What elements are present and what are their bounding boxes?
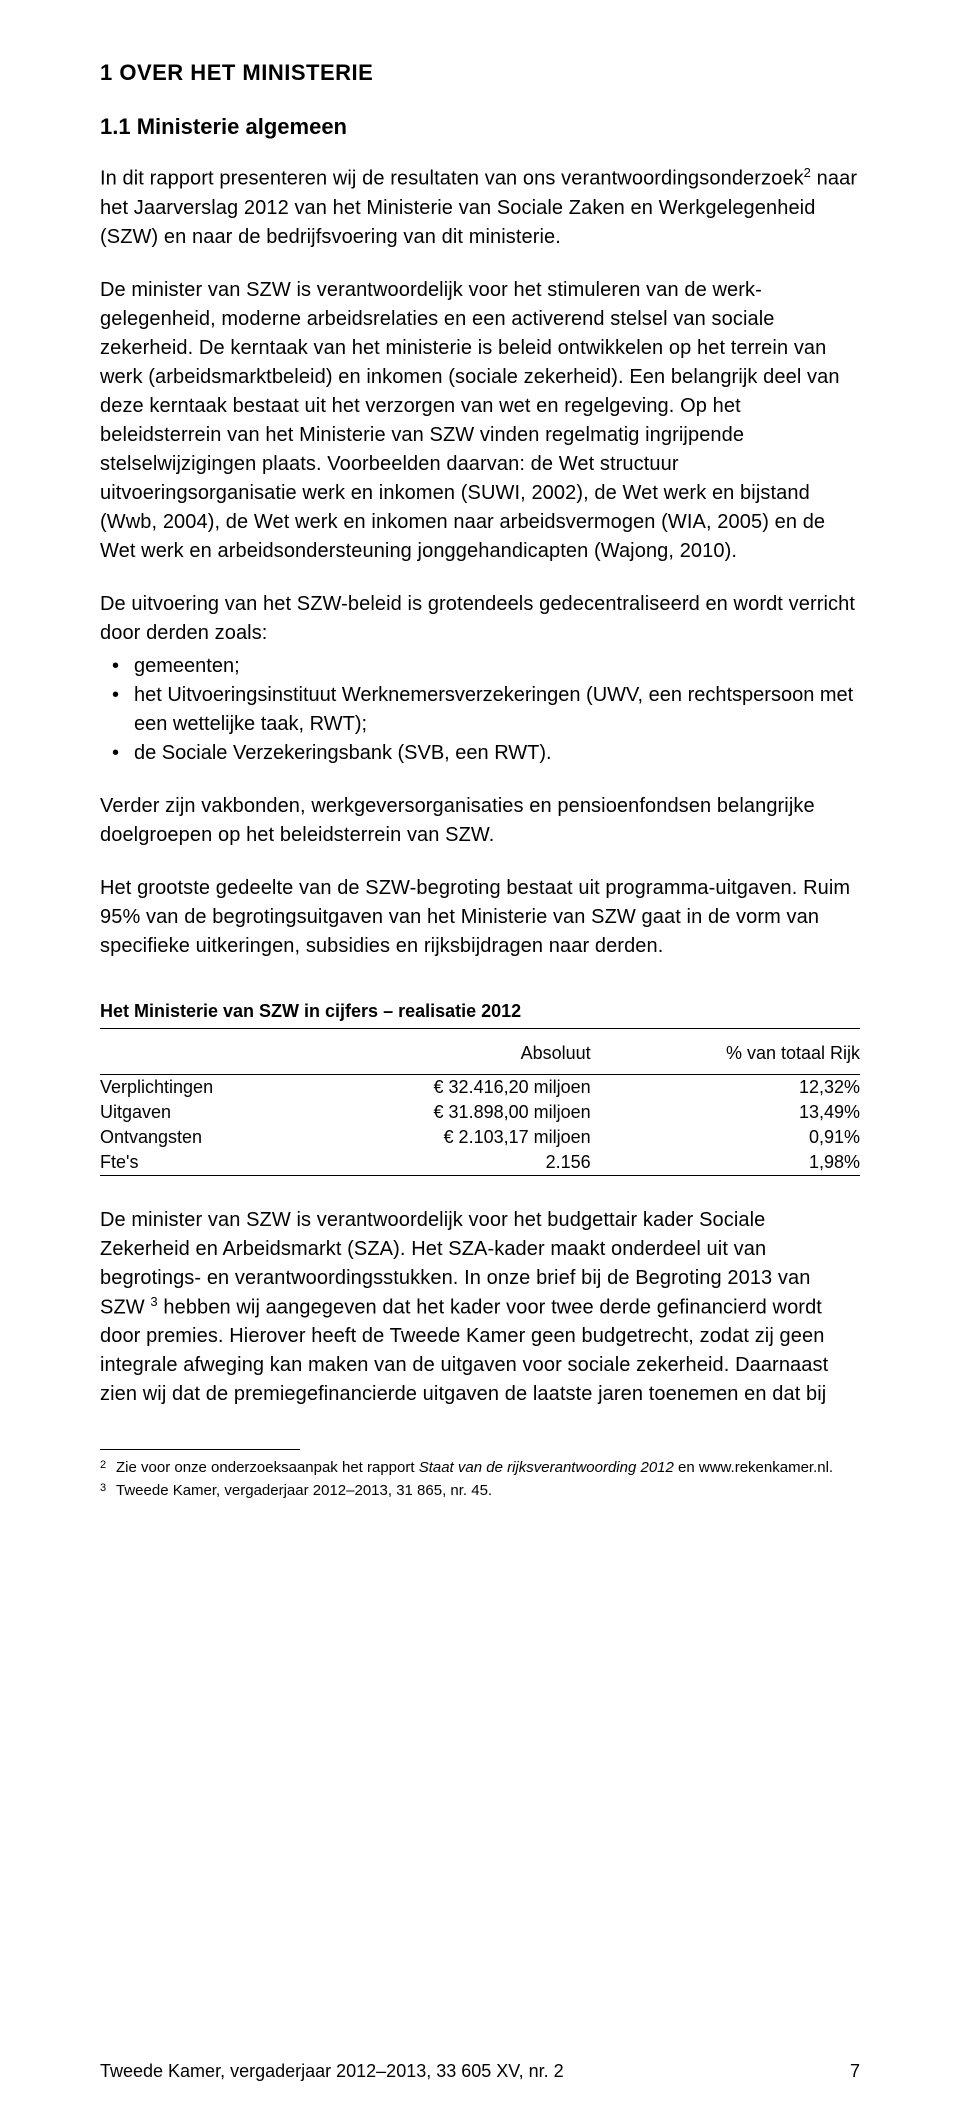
row-pct: 0,91% [631, 1125, 860, 1150]
footnote-2: 2 Zie voor onze onderzoeksaanpak het rap… [100, 1458, 860, 1478]
bullet-item: gemeenten; [100, 652, 860, 681]
document-page: 1 OVER HET MINISTERIE 1.1 Ministerie alg… [0, 0, 960, 2118]
paragraph-6: De minister van SZW is verantwoordelijk … [100, 1206, 860, 1410]
row-label: Fte's [100, 1150, 293, 1175]
paragraph-5: Het grootste gedeelte van de SZW-begroti… [100, 874, 860, 961]
row-label: Verplichtingen [100, 1075, 293, 1100]
footnote-ref-2: 2 [804, 165, 811, 180]
paragraph-1: In dit rapport presenteren wij de result… [100, 164, 860, 252]
page-footer: Tweede Kamer, vergaderjaar 2012–2013, 33… [100, 2061, 860, 2082]
footnotes: 2 Zie voor onze onderzoeksaanpak het rap… [100, 1458, 860, 1501]
footnote-3: 3 Tweede Kamer, vergaderjaar 2012–2013, … [100, 1481, 860, 1501]
bullet-item: het Uitvoeringsinstituut Werknemersverze… [100, 681, 860, 739]
footnote-text-a: Tweede Kamer, vergaderjaar 2012–2013, 31… [116, 1482, 492, 1499]
paragraph-3-intro: De uitvoering van het SZW-beleid is grot… [100, 590, 860, 648]
footer-citation: Tweede Kamer, vergaderjaar 2012–2013, 33… [100, 2061, 564, 2082]
footnote-rule [100, 1449, 300, 1450]
table-header-empty [100, 1029, 293, 1074]
row-abs: € 2.103,17 miljoen [293, 1125, 630, 1150]
row-label: Ontvangsten [100, 1125, 293, 1150]
figures-table: Absoluut % van totaal Rijk Verplichtinge… [100, 1029, 860, 1175]
row-pct: 1,98% [631, 1150, 860, 1175]
page-number: 7 [850, 2061, 860, 2082]
figures-table-block: Het Ministerie van SZW in cijfers – real… [100, 1001, 860, 1176]
row-abs: € 31.898,00 miljoen [293, 1100, 630, 1125]
table-header-absoluut: Absoluut [293, 1029, 630, 1074]
paragraph-2: De minister van SZW is verantwoordelijk … [100, 276, 860, 566]
footnote-number: 2 [100, 1458, 106, 1473]
footnote-number: 3 [100, 1481, 106, 1496]
bullet-item: de Sociale Verzekeringsbank (SVB, een RW… [100, 739, 860, 768]
table-row: Ontvangsten € 2.103,17 miljoen 0,91% [100, 1125, 860, 1150]
paragraph-4: Verder zijn vakbonden, werkgeversorganis… [100, 792, 860, 850]
table-title: Het Ministerie van SZW in cijfers – real… [100, 1001, 860, 1022]
footnote-text-b: en www.rekenkamer.nl. [674, 1459, 833, 1476]
row-abs: € 32.416,20 miljoen [293, 1075, 630, 1100]
subsection-title: 1.1 Ministerie algemeen [100, 114, 860, 140]
footnote-text-a: Zie voor onze onderzoeksaanpak het rappo… [116, 1459, 419, 1476]
row-pct: 12,32% [631, 1075, 860, 1100]
footnote-italic: Staat van de rijksverantwoording 2012 [419, 1459, 674, 1476]
footnote-ref-3: 3 [150, 1294, 157, 1309]
table-row: Uitgaven € 31.898,00 miljoen 13,49% [100, 1100, 860, 1125]
bullet-list: gemeenten; het Uitvoeringsinstituut Werk… [100, 652, 860, 768]
row-abs: 2.156 [293, 1150, 630, 1175]
paragraph-6-b: hebben wij aangegeven dat het kader voor… [100, 1296, 828, 1405]
table-row: Fte's 2.156 1,98% [100, 1150, 860, 1175]
table-header-pct: % van totaal Rijk [631, 1029, 860, 1074]
row-label: Uitgaven [100, 1100, 293, 1125]
section-title: 1 OVER HET MINISTERIE [100, 60, 860, 86]
paragraph-1-a: In dit rapport presenteren wij de result… [100, 168, 804, 190]
row-pct: 13,49% [631, 1100, 860, 1125]
table-row: Verplichtingen € 32.416,20 miljoen 12,32… [100, 1075, 860, 1100]
